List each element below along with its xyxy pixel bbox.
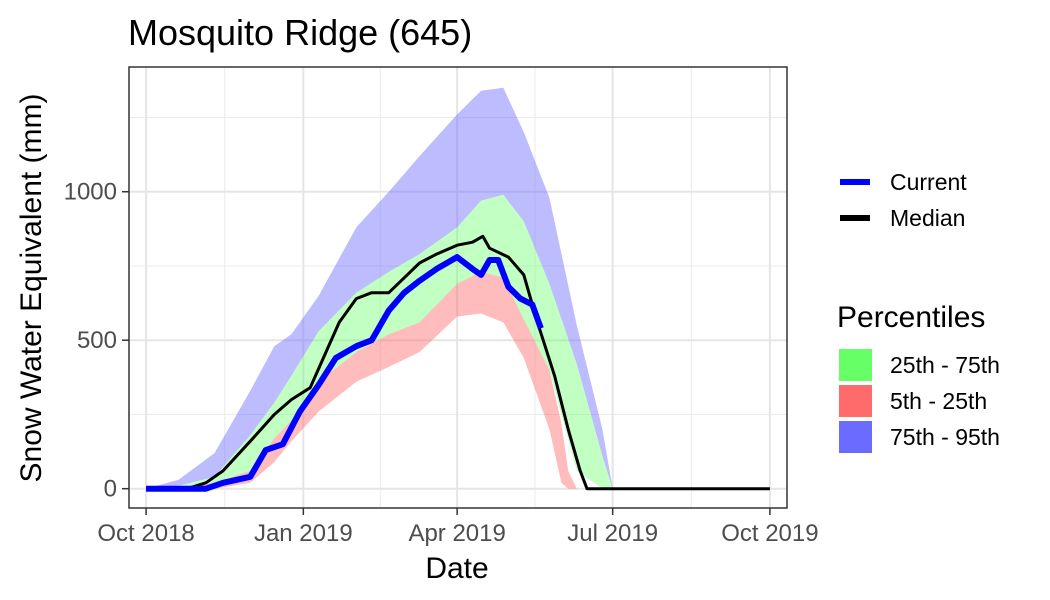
y-tick-label: 500 (77, 327, 117, 354)
x-axis-title: Date (425, 552, 488, 585)
x-tick-label: Oct 2018 (97, 520, 194, 547)
legend-median-label: Median (890, 205, 965, 231)
legend-band-25-75-swatch (839, 349, 872, 381)
legend-current-label: Current (890, 169, 967, 195)
x-tick-label: Jan 2019 (254, 520, 353, 547)
series-median-line (146, 234, 770, 491)
x-tick-label: Oct 2019 (721, 520, 818, 547)
band-25-75 (146, 194, 613, 489)
y-axis: 0 500 1000 (64, 179, 129, 503)
y-tick-label: 1000 (64, 179, 117, 206)
plot-panel-border (128, 66, 788, 509)
band-75-95 (146, 87, 613, 489)
y-tick-label: 0 (104, 476, 117, 503)
legend-band-25-75-label: 25th - 75th (890, 352, 1000, 378)
chart-title: Mosquito Ridge (645) (128, 12, 472, 53)
legend-percentiles-title: Percentiles (837, 301, 985, 334)
legend-band-5-25-swatch (839, 385, 872, 417)
x-tick-label: Apr 2019 (408, 520, 505, 547)
percentile-bands (146, 87, 613, 489)
legend-lines: Current Median (840, 169, 967, 231)
series-lines (146, 234, 770, 492)
legend-band-5-25-label: 5th - 25th (890, 388, 987, 414)
y-axis-title: Snow Water Equivalent (mm) (15, 93, 48, 482)
legend-band-75-95-swatch (839, 421, 872, 453)
legend-percentiles: Percentiles 25th - 75th 5th - 25th 75th … (837, 301, 1000, 453)
legend-band-75-95-label: 75th - 95th (890, 424, 1000, 450)
series-current-line (146, 254, 544, 492)
x-tick-label: Jul 2019 (567, 520, 658, 547)
x-axis: Oct 2018 Jan 2019 Apr 2019 Jul 2019 Oct 2019 (97, 508, 819, 547)
